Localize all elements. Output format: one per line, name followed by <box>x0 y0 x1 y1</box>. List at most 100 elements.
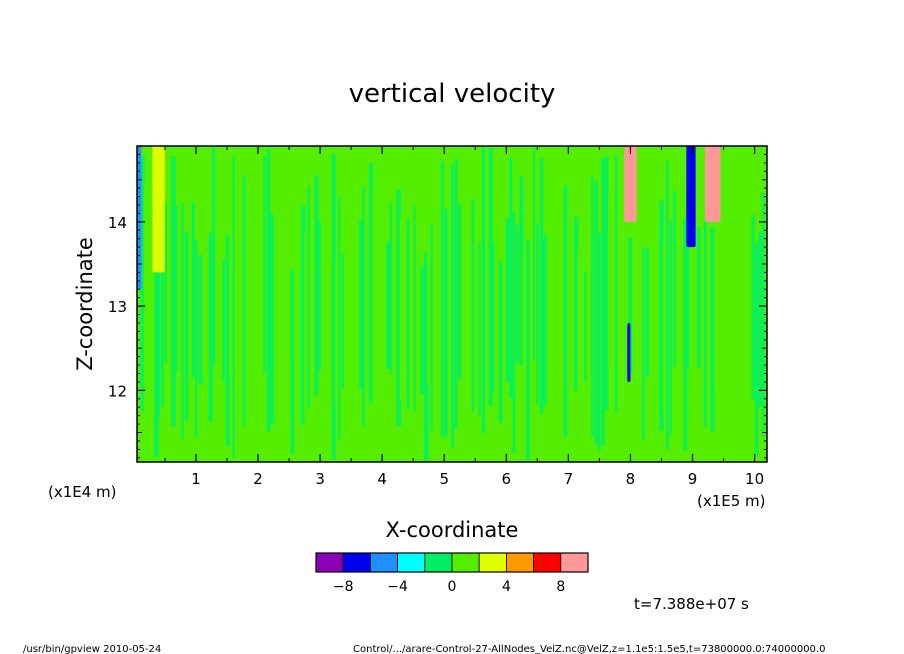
field-streak <box>393 177 396 428</box>
field-streak <box>748 158 751 386</box>
field-streak <box>536 223 539 405</box>
y-tick-label: 12 <box>108 382 127 400</box>
field-streak <box>652 162 657 446</box>
field-streak <box>529 148 533 462</box>
field-streak <box>256 188 262 388</box>
field-streak <box>485 149 489 430</box>
field-streak <box>389 201 392 375</box>
field-streak <box>365 245 370 400</box>
field-streak <box>693 158 698 392</box>
field-streak <box>317 221 322 371</box>
field-streak <box>379 212 383 387</box>
field-streak <box>362 186 365 427</box>
field-streak <box>406 217 410 410</box>
field-streak <box>208 232 213 423</box>
field-streak <box>611 261 616 448</box>
field-streak <box>632 158 636 462</box>
y-axis-ticks: 12 13 14 <box>108 145 767 459</box>
field-streak <box>765 149 767 448</box>
colorbar-swatch <box>560 552 589 573</box>
field-streak <box>164 202 167 363</box>
field-streak <box>249 196 253 454</box>
field-feature <box>624 146 637 222</box>
field-streak <box>427 218 432 387</box>
colorbar-swatch <box>342 552 371 573</box>
field-streak <box>212 146 216 366</box>
field-streak <box>666 160 669 450</box>
field-streak <box>505 218 510 382</box>
field-streak <box>713 233 717 388</box>
field-streak <box>352 194 357 367</box>
colorbar-frame <box>315 552 589 573</box>
field-streak <box>283 245 289 391</box>
field-streak <box>474 171 480 392</box>
field-streak <box>184 232 189 421</box>
colorbar-swatch <box>533 552 562 573</box>
field-streak <box>570 242 574 363</box>
field-feature <box>137 146 142 290</box>
field-streak <box>754 242 759 458</box>
field-streak <box>294 240 299 423</box>
field-streak <box>471 199 475 412</box>
field-streak <box>338 195 341 440</box>
field-streak <box>358 220 364 389</box>
field-streak <box>171 156 176 427</box>
field-streak <box>403 207 407 447</box>
field-streak <box>492 242 495 392</box>
field-streak <box>522 252 526 422</box>
field-streak <box>246 166 249 449</box>
x-tick-label: 8 <box>626 470 636 488</box>
colorbar-swatch <box>397 552 426 573</box>
field-streak <box>481 146 486 434</box>
x-tick-label: 7 <box>564 470 574 488</box>
colorbar-swatch <box>424 552 453 573</box>
x-tick-label: 3 <box>315 470 325 488</box>
field-streak <box>335 259 338 407</box>
field-feature <box>704 146 721 222</box>
field-streak <box>580 232 585 387</box>
field-streak <box>587 193 591 418</box>
field-streak <box>560 246 564 433</box>
field-streak <box>717 246 721 411</box>
field-streak <box>188 201 192 430</box>
field-streak <box>556 174 560 372</box>
field-streak <box>584 271 587 383</box>
field-streak <box>618 170 623 396</box>
field-streak <box>454 158 458 429</box>
field-streak <box>399 214 403 400</box>
field-streak <box>672 191 677 367</box>
field-streak <box>160 230 164 407</box>
field-streak <box>273 161 279 420</box>
field-streak <box>683 219 688 451</box>
field-streak <box>382 157 386 424</box>
field-streak <box>710 227 715 432</box>
field-streak <box>468 204 473 419</box>
field-streak <box>573 216 579 391</box>
field-streak <box>751 214 755 400</box>
colorbar-tick-label: 0 <box>448 579 457 595</box>
field-feature <box>686 146 696 248</box>
field-streak <box>498 260 503 423</box>
field-streak <box>307 185 310 409</box>
x-units-label: (x1E5 m) <box>697 492 766 510</box>
field-streak <box>191 202 195 378</box>
field-streak <box>140 155 145 411</box>
field-streak <box>232 156 235 459</box>
field-streak <box>457 204 462 380</box>
field-streak <box>437 232 442 448</box>
field-streak <box>495 263 499 382</box>
field-streak <box>154 264 159 457</box>
field-streak <box>229 175 234 375</box>
colorbar: −8 −4 0 4 8 <box>315 552 589 595</box>
field-streak <box>348 175 353 413</box>
footer-command: /usr/bin/gpview 2010-05-24 <box>23 644 161 654</box>
field-streak <box>638 229 644 434</box>
field-streak <box>515 224 519 364</box>
field-streak <box>416 157 420 452</box>
field-streak <box>737 150 743 368</box>
field-streak <box>297 257 302 418</box>
field-streak <box>150 216 155 447</box>
x-axis-ticks: 1 2 3 4 5 6 7 8 9 10 <box>164 146 764 488</box>
plot-frame <box>136 145 768 463</box>
